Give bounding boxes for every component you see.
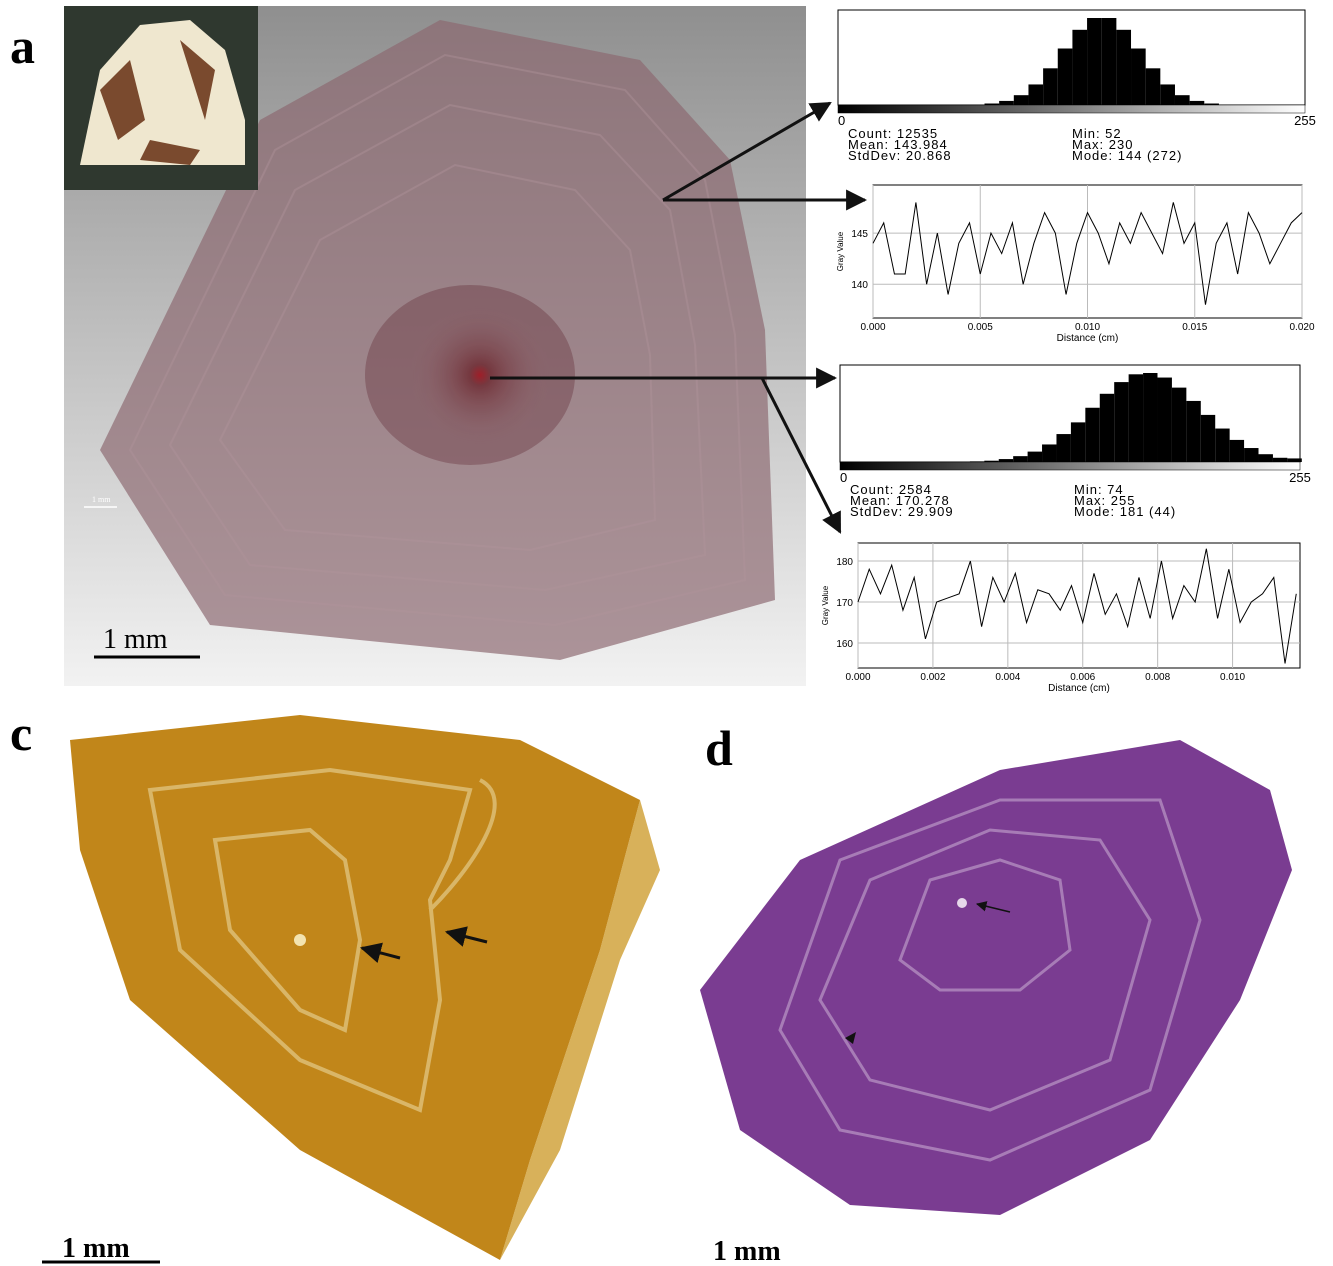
hist-bar <box>1116 30 1131 105</box>
x-tick-label: 0.020 <box>1289 322 1314 333</box>
x-axis-label: Distance (cm) <box>1048 683 1110 694</box>
x-tick-label: 0.004 <box>995 672 1020 683</box>
scale-text: 1 mm <box>103 624 168 655</box>
scale-text: 1 mm <box>713 1236 781 1266</box>
hist-bar <box>1129 374 1143 462</box>
gray-scale-bar <box>840 462 1300 470</box>
y-axis-label: Gray Value <box>836 231 845 271</box>
panel-label: a <box>10 18 35 74</box>
stat-text: Mode: 181 (44) <box>1074 504 1176 519</box>
page: 1 mm 1 mm a b c 1 mm d 1 mm 0255Count: 1… <box>0 0 1333 1266</box>
hist-bar <box>1244 448 1258 462</box>
y-tick-label: 180 <box>836 557 853 568</box>
x-tick-label: 0.010 <box>1075 322 1100 333</box>
hist-bar <box>1143 373 1157 462</box>
hist-bar <box>1072 30 1087 105</box>
hist-bar <box>1186 401 1200 462</box>
hist-bar <box>1160 84 1175 105</box>
hist-bar <box>1042 444 1056 462</box>
hist-bar <box>1043 68 1058 105</box>
scale-text: 1 mm <box>62 1233 130 1264</box>
stat-text: StdDev: 20.868 <box>848 148 952 163</box>
hist-bar <box>1071 422 1085 462</box>
hist-bar <box>1028 452 1042 462</box>
hist-bar <box>1175 95 1190 105</box>
hist-bar <box>1215 429 1229 462</box>
hist-bar <box>1058 49 1073 105</box>
x-tick-label: 0.006 <box>1070 672 1095 683</box>
hist-bar <box>1087 18 1102 105</box>
hist-bar <box>999 101 1014 105</box>
x-tick-label: 0.015 <box>1182 322 1207 333</box>
x-tick-label: 0.005 <box>968 322 993 333</box>
hist-bar <box>1013 456 1027 462</box>
y-axis-label: Gray Value <box>821 585 830 625</box>
x-tick-label: 0.000 <box>860 322 885 333</box>
hist-bar <box>999 459 1013 462</box>
specimen-d <box>700 740 1292 1215</box>
x-tick-label: 0 <box>838 113 845 128</box>
stat-text: StdDev: 29.909 <box>850 504 954 519</box>
hist-bar <box>1085 408 1099 462</box>
hist-bar <box>1259 454 1273 462</box>
hist-bar <box>1190 101 1205 105</box>
x-tick-label: 0.002 <box>920 672 945 683</box>
hist-bar <box>1230 440 1244 462</box>
hist-bar <box>1102 18 1117 105</box>
x-tick-label: 0 <box>840 470 847 485</box>
x-tick-label: 0.010 <box>1220 672 1245 683</box>
hist-bar <box>1131 49 1146 105</box>
y-tick-label: 160 <box>836 639 853 650</box>
hist-bar <box>1146 68 1161 105</box>
hist-bar <box>1201 415 1215 462</box>
figure: 1 mm 1 mm a b c 1 mm d 1 mm 0255Count: 1… <box>0 0 1333 1266</box>
hist-bar <box>1028 84 1043 105</box>
x-tick-label: 0.000 <box>845 672 870 683</box>
x-tick-label: 255 <box>1294 113 1316 128</box>
hist-bar <box>1014 95 1029 105</box>
plot-frame <box>858 543 1300 668</box>
hist-bar <box>1100 394 1114 462</box>
y-tick-label: 140 <box>851 280 868 291</box>
hist-bar <box>1056 434 1070 462</box>
x-tick-label: 255 <box>1289 470 1311 485</box>
gray-scale-bar <box>838 105 1305 113</box>
stat-text: Mode: 144 (272) <box>1072 148 1182 163</box>
inset-scale-text: 1 mm <box>92 495 111 504</box>
hist-bar <box>1157 378 1171 462</box>
y-tick-label: 145 <box>851 229 868 240</box>
panel-label: d <box>705 720 733 776</box>
hist-bar <box>1273 458 1287 462</box>
hist-bar <box>1287 458 1301 462</box>
hist-bar <box>1114 382 1128 462</box>
hist-bar <box>1172 388 1186 462</box>
specimen-c <box>70 715 660 1260</box>
x-tick-label: 0.008 <box>1145 672 1170 683</box>
y-tick-label: 170 <box>836 598 853 609</box>
panel-label: c <box>10 705 32 761</box>
x-axis-label: Distance (cm) <box>1057 333 1119 344</box>
